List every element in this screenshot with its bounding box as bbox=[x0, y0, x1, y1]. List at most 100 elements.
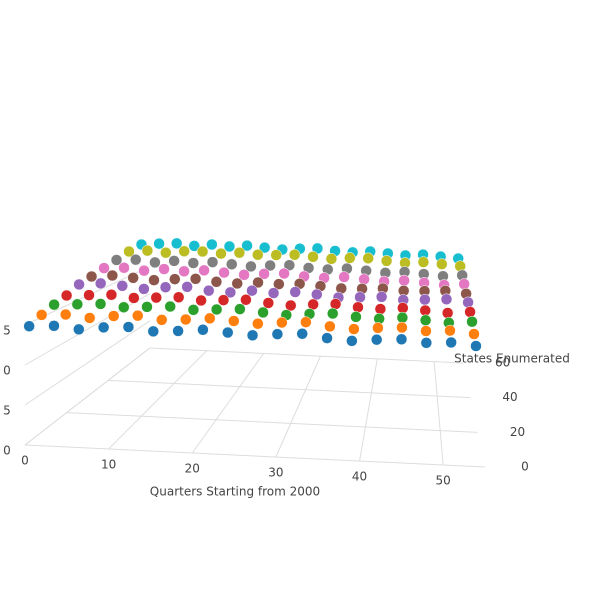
z-tick-label: 5 bbox=[3, 404, 11, 418]
x-tick-label: 10 bbox=[101, 458, 116, 472]
data-point bbox=[395, 333, 408, 346]
data-point bbox=[181, 281, 193, 293]
data-point bbox=[228, 315, 240, 327]
data-point bbox=[141, 244, 154, 257]
data-point bbox=[123, 245, 135, 258]
data-point bbox=[202, 284, 215, 297]
data-point bbox=[258, 268, 270, 280]
data-point bbox=[468, 328, 480, 340]
data-point bbox=[198, 264, 210, 277]
y-grid-line bbox=[24, 444, 486, 468]
data-point bbox=[206, 256, 219, 268]
data-point bbox=[223, 240, 236, 253]
data-point bbox=[464, 306, 476, 318]
data-point bbox=[288, 249, 301, 261]
data-point bbox=[71, 298, 84, 311]
data-point bbox=[348, 323, 360, 335]
data-point bbox=[73, 323, 85, 336]
data-point bbox=[60, 289, 73, 302]
data-point bbox=[138, 264, 150, 277]
data-point bbox=[178, 245, 190, 257]
data-point bbox=[131, 309, 144, 322]
x-axis-title: Quarters Starting from 2000 bbox=[150, 485, 320, 499]
data-point bbox=[48, 320, 60, 332]
data-point bbox=[321, 332, 333, 344]
data-point bbox=[187, 304, 200, 316]
data-point bbox=[470, 340, 482, 352]
data-point bbox=[168, 255, 180, 267]
data-point bbox=[128, 292, 140, 304]
data-point bbox=[346, 335, 358, 347]
data-point bbox=[221, 326, 234, 339]
data-point bbox=[375, 291, 388, 303]
data-point bbox=[150, 291, 163, 304]
data-point bbox=[234, 303, 246, 315]
data-point bbox=[278, 267, 290, 280]
data-point bbox=[258, 241, 271, 254]
data-point bbox=[158, 263, 170, 275]
x-tick-label: 0 bbox=[21, 454, 29, 468]
data-point bbox=[338, 271, 350, 283]
data-point bbox=[257, 306, 269, 319]
data-point bbox=[372, 322, 384, 334]
data-point bbox=[354, 291, 366, 303]
data-point bbox=[83, 289, 95, 301]
data-point bbox=[264, 259, 276, 272]
data-point bbox=[98, 262, 110, 274]
data-point bbox=[118, 262, 130, 274]
data-point bbox=[466, 315, 478, 328]
data-point bbox=[159, 281, 172, 293]
data-point bbox=[398, 274, 410, 287]
y-grid-line bbox=[66, 412, 478, 433]
data-point bbox=[217, 294, 230, 306]
x-grid-line bbox=[191, 353, 264, 454]
data-point bbox=[417, 256, 430, 268]
data-point bbox=[370, 333, 383, 346]
data-point bbox=[138, 283, 150, 295]
data-point bbox=[241, 239, 253, 252]
data-point bbox=[187, 257, 200, 269]
data-point bbox=[420, 337, 433, 349]
data-point bbox=[197, 324, 209, 336]
data-point bbox=[210, 303, 223, 316]
data-point bbox=[178, 265, 190, 278]
z-grid-line bbox=[24, 347, 151, 446]
x-tick-label: 50 bbox=[436, 474, 451, 488]
data-point bbox=[172, 325, 184, 337]
data-point bbox=[325, 253, 338, 265]
x-grid-line bbox=[359, 358, 378, 462]
data-point bbox=[149, 256, 161, 269]
data-point bbox=[246, 329, 259, 342]
data-point bbox=[153, 237, 165, 250]
y-grid-line bbox=[108, 379, 471, 399]
data-point bbox=[436, 258, 448, 270]
x-tick-label: 20 bbox=[185, 462, 200, 476]
y-tick-label: 0 bbox=[521, 460, 529, 474]
data-point bbox=[195, 294, 207, 307]
data-point bbox=[94, 298, 107, 310]
data-point bbox=[48, 298, 60, 311]
data-point bbox=[283, 259, 296, 271]
data-point bbox=[204, 312, 216, 325]
data-point bbox=[233, 246, 246, 259]
data-point bbox=[276, 316, 288, 329]
data-point bbox=[289, 286, 301, 298]
data-point bbox=[169, 273, 181, 285]
data-point bbox=[196, 245, 209, 258]
x-tick-label: 30 bbox=[268, 466, 283, 480]
data-point bbox=[396, 321, 408, 334]
data-point bbox=[218, 266, 230, 279]
data-point bbox=[110, 254, 123, 266]
data-point bbox=[326, 307, 339, 320]
data-point bbox=[419, 304, 431, 317]
data-point bbox=[374, 303, 387, 315]
y-tick-label: 60 bbox=[495, 355, 510, 369]
data-point bbox=[362, 252, 374, 265]
z-tick-label: 5 bbox=[3, 324, 11, 338]
data-point bbox=[441, 307, 454, 319]
data-point bbox=[344, 252, 356, 264]
data-point bbox=[94, 277, 107, 290]
y-grid-line bbox=[149, 347, 463, 364]
data-point bbox=[155, 314, 168, 326]
